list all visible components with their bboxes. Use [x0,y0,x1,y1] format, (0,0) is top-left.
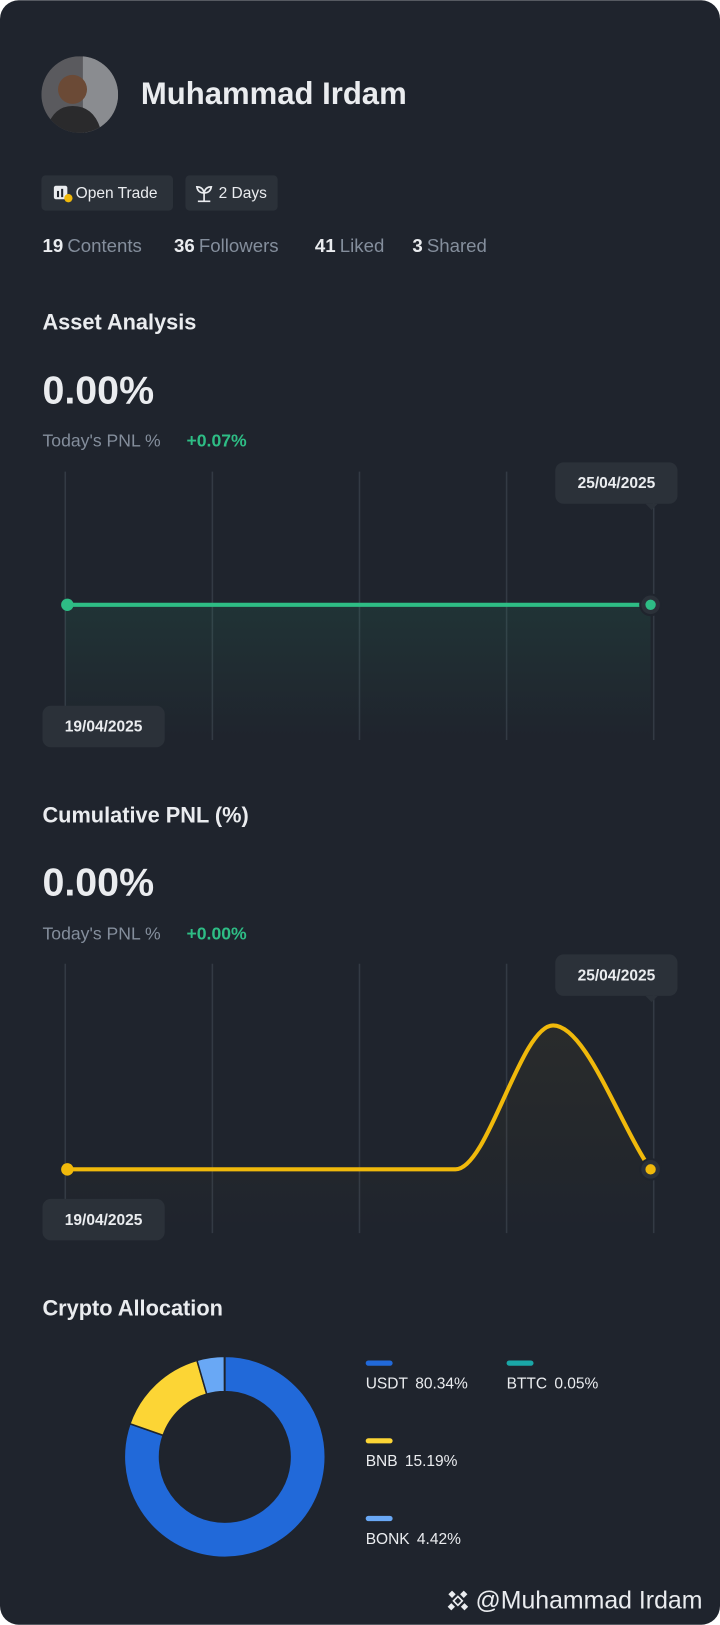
badge [41,175,174,211]
legend-entry: USDT 80.34% [366,1375,468,1392]
badge-label: 2 Days [219,185,268,202]
legend-name: BONK [366,1531,411,1548]
stats: 19 Contents 36 Followers 41 Liked 3 Shared [42,235,486,256]
donut-chart: USDT 80.34% BNB 15.19% BONK 4.42% BTTC 0.05% [123,1355,599,1559]
legend-swatch [506,1360,534,1366]
start-point [61,598,74,612]
section-title: Crypto Allocation [42,1296,222,1321]
date-box [555,462,678,504]
stat-label: Liked [340,235,385,256]
legend-swatch [365,1515,393,1522]
start-point [61,1163,74,1176]
line-chart: 25/04/2025 19/04/2025 [42,462,678,748]
legend-name: BTTC [507,1375,548,1392]
section-title: Cumulative PNL (%) [42,802,248,827]
stat-label: Followers [199,235,279,256]
legend-value: 80.34% [415,1375,468,1392]
stat: 3 Shared [412,235,487,256]
legend-swatch [365,1438,393,1444]
badge-icon [195,185,213,203]
legend-swatch [365,1360,393,1366]
start-date: 19/04/2025 [65,719,143,736]
donut-segment [123,1355,327,1559]
pnl-value: 0.00% [42,368,154,412]
date-box-pointer [645,503,658,510]
pnl-value: 0.00% [42,860,154,904]
end-date: 25/04/2025 [578,967,656,984]
end-point-dot [645,1164,656,1175]
line-area [65,604,651,738]
pnl-label: Today's PNL % [42,923,161,943]
legend-value: 0.05% [554,1375,598,1392]
start-date: 19/04/2025 [65,1212,143,1229]
legend-entry: BTTC 0.05% [507,1375,599,1392]
date-box-pointer [645,995,658,1003]
pnl-change: +0.07% [186,430,247,450]
line-chart: 25/04/2025 19/04/2025 [42,954,678,1241]
legend-value: 15.19% [405,1453,458,1470]
badge-icon [53,185,73,203]
date-box [555,954,678,996]
line [63,1023,653,1172]
line-area [65,1025,651,1232]
stat-label: Shared [427,235,487,256]
stat: 19 Contents [42,235,141,256]
legend-entry: BONK 4.42% [366,1531,461,1548]
legend-value: 4.42% [417,1531,461,1548]
legend-name: USDT [366,1375,409,1392]
stat-count: 36 [174,235,195,256]
end-point-dot [645,599,656,610]
profile-name: Muhammad Irdam [141,76,407,111]
date-box [42,1198,165,1241]
legend-entry: BNB 15.19% [366,1453,458,1470]
watermark: @Muhammad Irdam [476,1586,703,1614]
stat-count: 19 [42,235,63,256]
stat-count: 41 [315,235,336,256]
stat: 41 Liked [315,235,384,256]
stat-count: 3 [412,235,422,256]
badge-label: Open Trade [76,185,158,202]
date-box [42,705,165,748]
pnl-change: +0.00% [186,923,247,943]
avatar [41,56,119,133]
section-title: Asset Analysis [42,309,196,334]
pnl-label: Today's PNL % [42,430,161,450]
stat-label: Contents [67,235,142,256]
stat: 36 Followers [174,235,279,256]
end-date: 25/04/2025 [578,475,656,492]
legend-name: BNB [366,1453,398,1470]
